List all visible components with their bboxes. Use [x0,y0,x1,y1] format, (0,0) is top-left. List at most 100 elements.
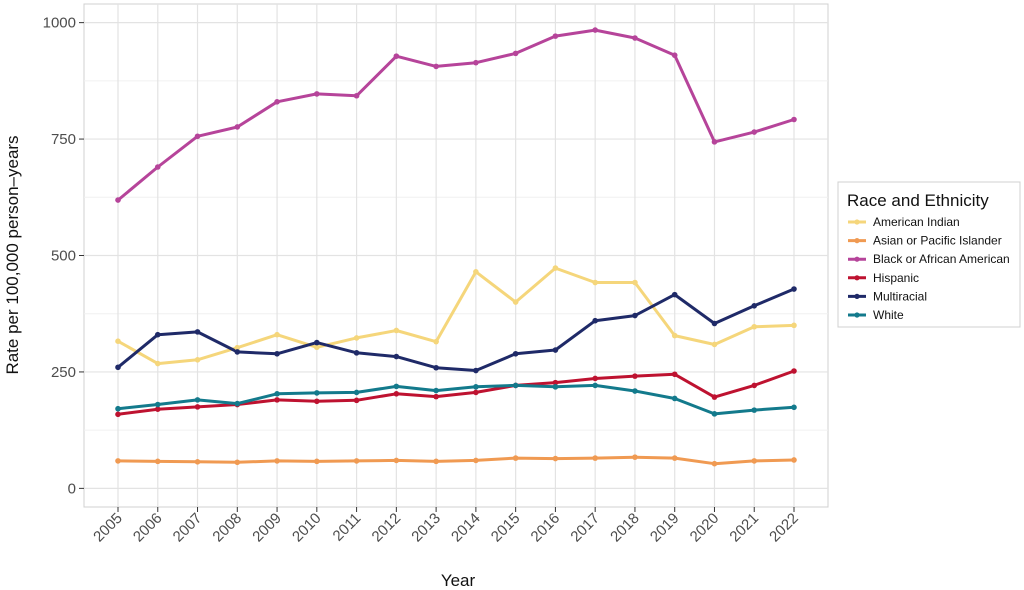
data-point-asian-or-pacific-islander [632,454,638,460]
data-point-asian-or-pacific-islander [791,457,797,463]
y-axis-ticks: 0 250 500 750 1000 [43,15,84,497]
data-point-black-or-african-american [632,35,638,41]
data-point-asian-or-pacific-islander [512,455,519,461]
x-gridlines [117,4,795,507]
data-point-asian-or-pacific-islander [234,459,241,466]
data-point-white [512,382,519,389]
data-point-asian-or-pacific-islander [671,455,678,461]
data-point-black-or-african-american [473,59,479,66]
data-point-white [473,384,479,390]
data-point-multiracial [512,350,519,357]
data-point-asian-or-pacific-islander [473,457,479,464]
data-point-asian-or-pacific-islander [353,458,360,464]
data-point-asian-or-pacific-islander [274,458,280,464]
series-line-hispanic [116,369,796,416]
data-point-american-indian [353,335,360,341]
data-point-hispanic [353,397,360,404]
x-axis-title: Year [441,571,476,590]
data-point-hispanic [393,391,400,397]
x-tick-label: 2019 [647,510,683,546]
data-point-american-indian [751,323,758,330]
legend: Race and Ethnicity American Indian Asian … [837,181,1021,328]
data-point-multiracial [433,364,439,371]
data-point-hispanic [751,382,758,389]
data-point-multiracial [234,349,241,355]
data-point-black-or-african-american [393,53,400,59]
data-point-black-or-african-american [552,33,559,39]
data-point-hispanic [711,394,718,400]
x-tick-label: 2009 [249,510,285,546]
legend-key-point-hispanic [854,275,860,281]
y-tick-label: 250 [51,364,76,381]
y-axis-title: Rate per 100,000 person–years [3,135,22,374]
x-tick-label: 2022 [766,510,802,546]
legend-key-point-american-indian [854,219,860,225]
data-point-american-indian [632,279,638,286]
x-tick-label: 2010 [289,510,325,546]
data-point-black-or-african-american [433,63,439,70]
x-tick-label: 2011 [330,510,365,545]
data-point-white [751,407,758,413]
data-point-multiracial [632,312,638,319]
data-point-white [194,397,201,403]
y-gridlines [84,22,828,489]
legend-label-asian-or-pacific-islander: Asian or Pacific Islander [873,234,1002,248]
data-point-white [274,391,280,397]
data-point-multiracial [314,339,320,346]
legend-label-multiracial: Multiracial [873,289,927,303]
data-point-black-or-african-american [791,116,797,123]
data-point-american-indian [115,338,121,344]
data-point-multiracial [353,350,360,356]
data-point-american-indian [433,338,439,345]
data-point-hispanic [314,398,320,405]
data-point-white [314,390,320,396]
data-point-black-or-african-american [512,50,519,57]
data-point-white [393,383,400,390]
x-tick-label: 2016 [528,510,564,546]
data-point-black-or-african-american [234,124,241,130]
legend-key-point-black-or-african-american [854,256,860,262]
data-point-asian-or-pacific-islander [552,455,559,462]
data-point-multiracial [473,367,479,374]
data-point-multiracial [115,364,121,371]
data-point-white [353,389,360,396]
series-line-black-or-african-american [116,28,796,202]
data-point-hispanic [473,389,479,396]
data-point-multiracial [274,350,280,357]
y-tick-label: 750 [51,131,76,148]
data-point-white [632,388,638,394]
data-point-asian-or-pacific-islander [314,458,320,465]
data-point-white [234,400,241,407]
data-point-multiracial [194,329,201,335]
data-point-white [154,401,161,408]
legend-box [837,181,1021,328]
data-point-multiracial [751,303,758,309]
legend-label-hispanic: Hispanic [873,271,919,285]
legend-label-black-or-african-american: Black or African American [873,252,1010,266]
data-point-hispanic [274,397,280,403]
data-point-american-indian [512,299,519,305]
data-point-american-indian [791,322,797,329]
x-tick-label: 2017 [567,510,603,546]
data-point-white [711,411,718,417]
data-point-multiracial [671,291,678,298]
data-point-american-indian [711,341,718,348]
data-point-white [592,382,598,389]
x-axis-ticks: 2005 2006 2007 2008 2009 2010 2011 2012 2013 2014… [90,507,802,545]
data-point-american-indian [234,344,241,351]
data-point-black-or-african-american [274,99,280,105]
series-points [115,27,797,467]
legend-key-point-multiracial [854,293,860,299]
data-point-american-indian [194,357,201,363]
legend-items: American Indian Asian or Pacific Islander… [848,215,1010,322]
data-point-white [433,387,439,394]
data-point-asian-or-pacific-islander [393,457,400,464]
legend-label-american-indian: American Indian [873,215,960,229]
data-point-multiracial [154,331,161,338]
data-point-american-indian [274,331,280,338]
data-point-hispanic [194,404,201,410]
data-point-asian-or-pacific-islander [592,455,598,461]
data-point-black-or-african-american [353,92,360,99]
data-point-multiracial [791,286,797,292]
